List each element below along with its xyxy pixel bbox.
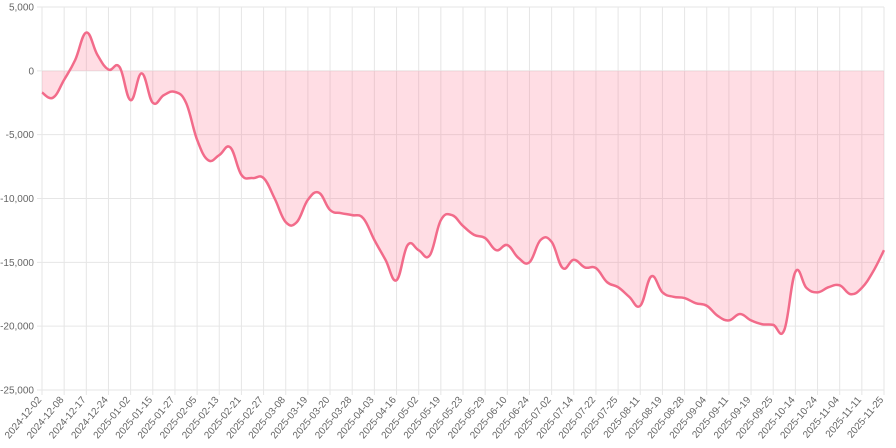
y-tick-label: 5,000 xyxy=(9,3,34,14)
y-tick-label: -20,000 xyxy=(0,322,34,333)
y-tick-label: -25,000 xyxy=(0,386,34,397)
y-tick-label: -5,000 xyxy=(6,130,35,141)
line xyxy=(41,31,886,336)
y-tick-label: -10,000 xyxy=(0,194,34,205)
y-tick-label: -15,000 xyxy=(0,258,34,269)
area xyxy=(42,32,884,334)
y-tick-label: 0 xyxy=(28,66,34,77)
